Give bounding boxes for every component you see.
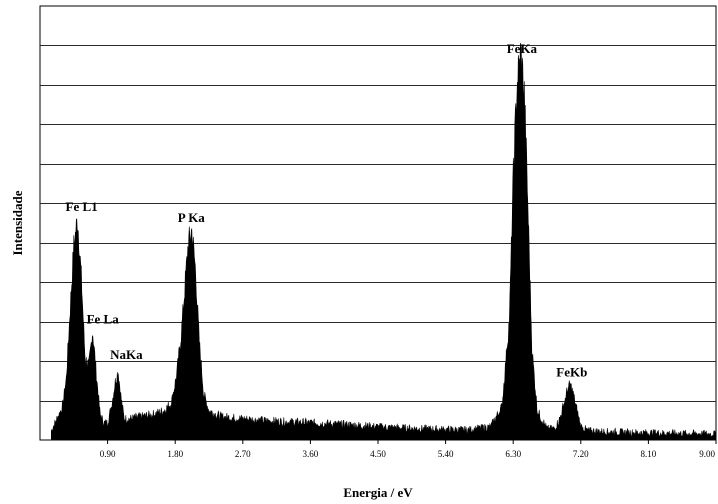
gridlines xyxy=(40,45,716,402)
x-axis-title: Energia / eV xyxy=(343,485,413,500)
peak-label: Fe La xyxy=(87,311,120,326)
x-tick-label: 3.60 xyxy=(303,449,319,459)
peak-label: NaKa xyxy=(110,347,143,362)
x-tick-label: 9.00 xyxy=(699,449,715,459)
plot-frame xyxy=(39,5,717,441)
plot-border xyxy=(39,5,717,441)
series-layer xyxy=(51,42,717,441)
x-tick-label: 4.50 xyxy=(370,449,386,459)
x-tick-label: 1.80 xyxy=(167,449,183,459)
x-tick-label: 8.10 xyxy=(641,449,657,459)
x-tick-label: 7.20 xyxy=(573,449,589,459)
peak-label: FeKb xyxy=(556,365,587,380)
x-axis-ticks: 0.90 1.80 2.70 3.60 4.50 5.40 6.30 7.20 8.10 9.00 xyxy=(100,440,717,459)
peak-labels: Fe L1 Fe La NaKa P Ka FeKa FeKb xyxy=(66,41,588,380)
y-axis-title: Intensidade xyxy=(10,190,25,255)
peak-label: Fe L1 xyxy=(66,199,98,214)
x-tick-label: 0.90 xyxy=(100,449,116,459)
peak-label: FeKa xyxy=(507,41,538,56)
x-tick-label: 6.30 xyxy=(505,449,521,459)
x-tick-label: 2.70 xyxy=(235,449,251,459)
peak-label: P Ka xyxy=(178,210,206,225)
spectrum-series xyxy=(51,42,717,441)
x-tick-label: 5.40 xyxy=(438,449,454,459)
